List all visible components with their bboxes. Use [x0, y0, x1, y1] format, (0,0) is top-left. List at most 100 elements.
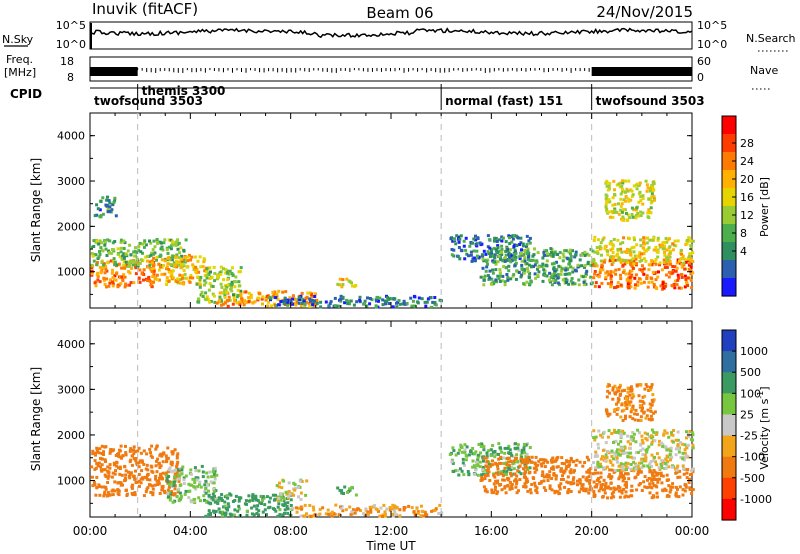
range-cell	[649, 409, 653, 413]
range-cell	[615, 448, 619, 452]
range-cell	[518, 478, 522, 481]
range-cell	[496, 481, 499, 485]
range-cell	[383, 512, 387, 516]
range-cell	[457, 235, 460, 239]
range-cell	[593, 471, 597, 475]
range-cell	[500, 279, 504, 283]
range-cell	[197, 270, 201, 274]
range-cell	[652, 474, 656, 478]
range-cell	[101, 249, 105, 253]
range-cell	[338, 305, 342, 308]
range-cell	[228, 492, 232, 496]
range-cell	[595, 483, 599, 487]
range-cell	[499, 258, 503, 262]
range-cell	[456, 451, 460, 455]
range-cell	[650, 383, 654, 387]
range-cell	[514, 477, 518, 481]
range-cell	[642, 464, 646, 468]
range-cell	[157, 461, 161, 465]
range-cell	[507, 460, 511, 464]
range-cell	[338, 283, 341, 287]
range-cell	[228, 512, 232, 516]
range-cell	[196, 300, 200, 304]
range-cell	[588, 478, 592, 482]
range-cell	[579, 487, 583, 491]
range-cell	[294, 506, 298, 510]
range-cell	[196, 275, 200, 279]
range-cell	[641, 400, 645, 404]
range-cell	[671, 433, 675, 437]
range-cell	[437, 512, 441, 515]
range-cell	[546, 253, 550, 257]
range-cell	[98, 265, 102, 269]
range-cell	[386, 295, 390, 299]
range-cell	[640, 252, 644, 256]
range-cell	[168, 269, 171, 273]
range-cell	[187, 482, 191, 486]
range-cell	[500, 244, 504, 248]
range-cell	[518, 255, 522, 259]
range-cell	[629, 285, 633, 289]
range-cell	[532, 253, 536, 257]
range-cell	[225, 290, 229, 294]
range-cell	[629, 446, 632, 450]
range-cell	[621, 181, 625, 185]
range-cell	[608, 459, 612, 463]
range-cell	[690, 492, 694, 495]
range-cell	[628, 276, 632, 280]
range-cell	[599, 487, 603, 491]
range-cell	[224, 267, 228, 271]
range-cell	[463, 451, 467, 455]
range-cell	[472, 256, 476, 260]
range-cell	[454, 453, 458, 457]
range-cell	[183, 492, 187, 496]
range-cell	[535, 491, 539, 495]
range-cell	[633, 456, 636, 460]
range-cell	[616, 468, 620, 472]
range-cell	[383, 510, 387, 514]
range-cell	[95, 462, 99, 466]
range-cell	[625, 212, 628, 215]
range-cell	[581, 475, 585, 479]
range-cell	[152, 264, 155, 268]
range-cell	[639, 383, 643, 386]
range-cell	[649, 414, 653, 418]
range-cell	[621, 474, 625, 478]
range-cell	[304, 300, 308, 304]
range-cell	[169, 263, 173, 267]
range-cell	[629, 279, 633, 283]
range-cell	[585, 476, 589, 480]
range-cell	[483, 477, 487, 481]
range-cell	[528, 282, 532, 286]
range-cell	[616, 258, 620, 262]
range-cell	[142, 278, 145, 282]
range-cell	[288, 296, 292, 300]
range-cell	[603, 456, 607, 460]
range-cell	[213, 469, 217, 473]
range-cell	[392, 504, 396, 508]
range-cell	[173, 487, 177, 491]
colorbar-swatch	[722, 456, 736, 479]
range-cell	[115, 460, 119, 464]
range-cell	[621, 241, 625, 245]
range-cell	[559, 265, 563, 269]
range-cell	[685, 430, 688, 434]
range-cell	[111, 284, 115, 288]
range-cell	[612, 451, 616, 455]
range-cell	[194, 487, 198, 491]
range-cell	[655, 491, 659, 495]
range-cell	[211, 492, 215, 496]
range-cell	[547, 474, 551, 477]
range-cell	[467, 472, 471, 476]
range-cell	[123, 464, 127, 468]
range-cell	[642, 267, 646, 271]
range-cell	[141, 242, 145, 246]
range-cell	[407, 504, 411, 508]
range-cell	[490, 253, 494, 257]
range-cell	[241, 300, 245, 304]
range-cell	[127, 470, 130, 474]
range-cell	[559, 467, 563, 471]
range-cell	[251, 497, 255, 501]
range-cell	[488, 238, 492, 242]
range-cell	[650, 403, 654, 407]
